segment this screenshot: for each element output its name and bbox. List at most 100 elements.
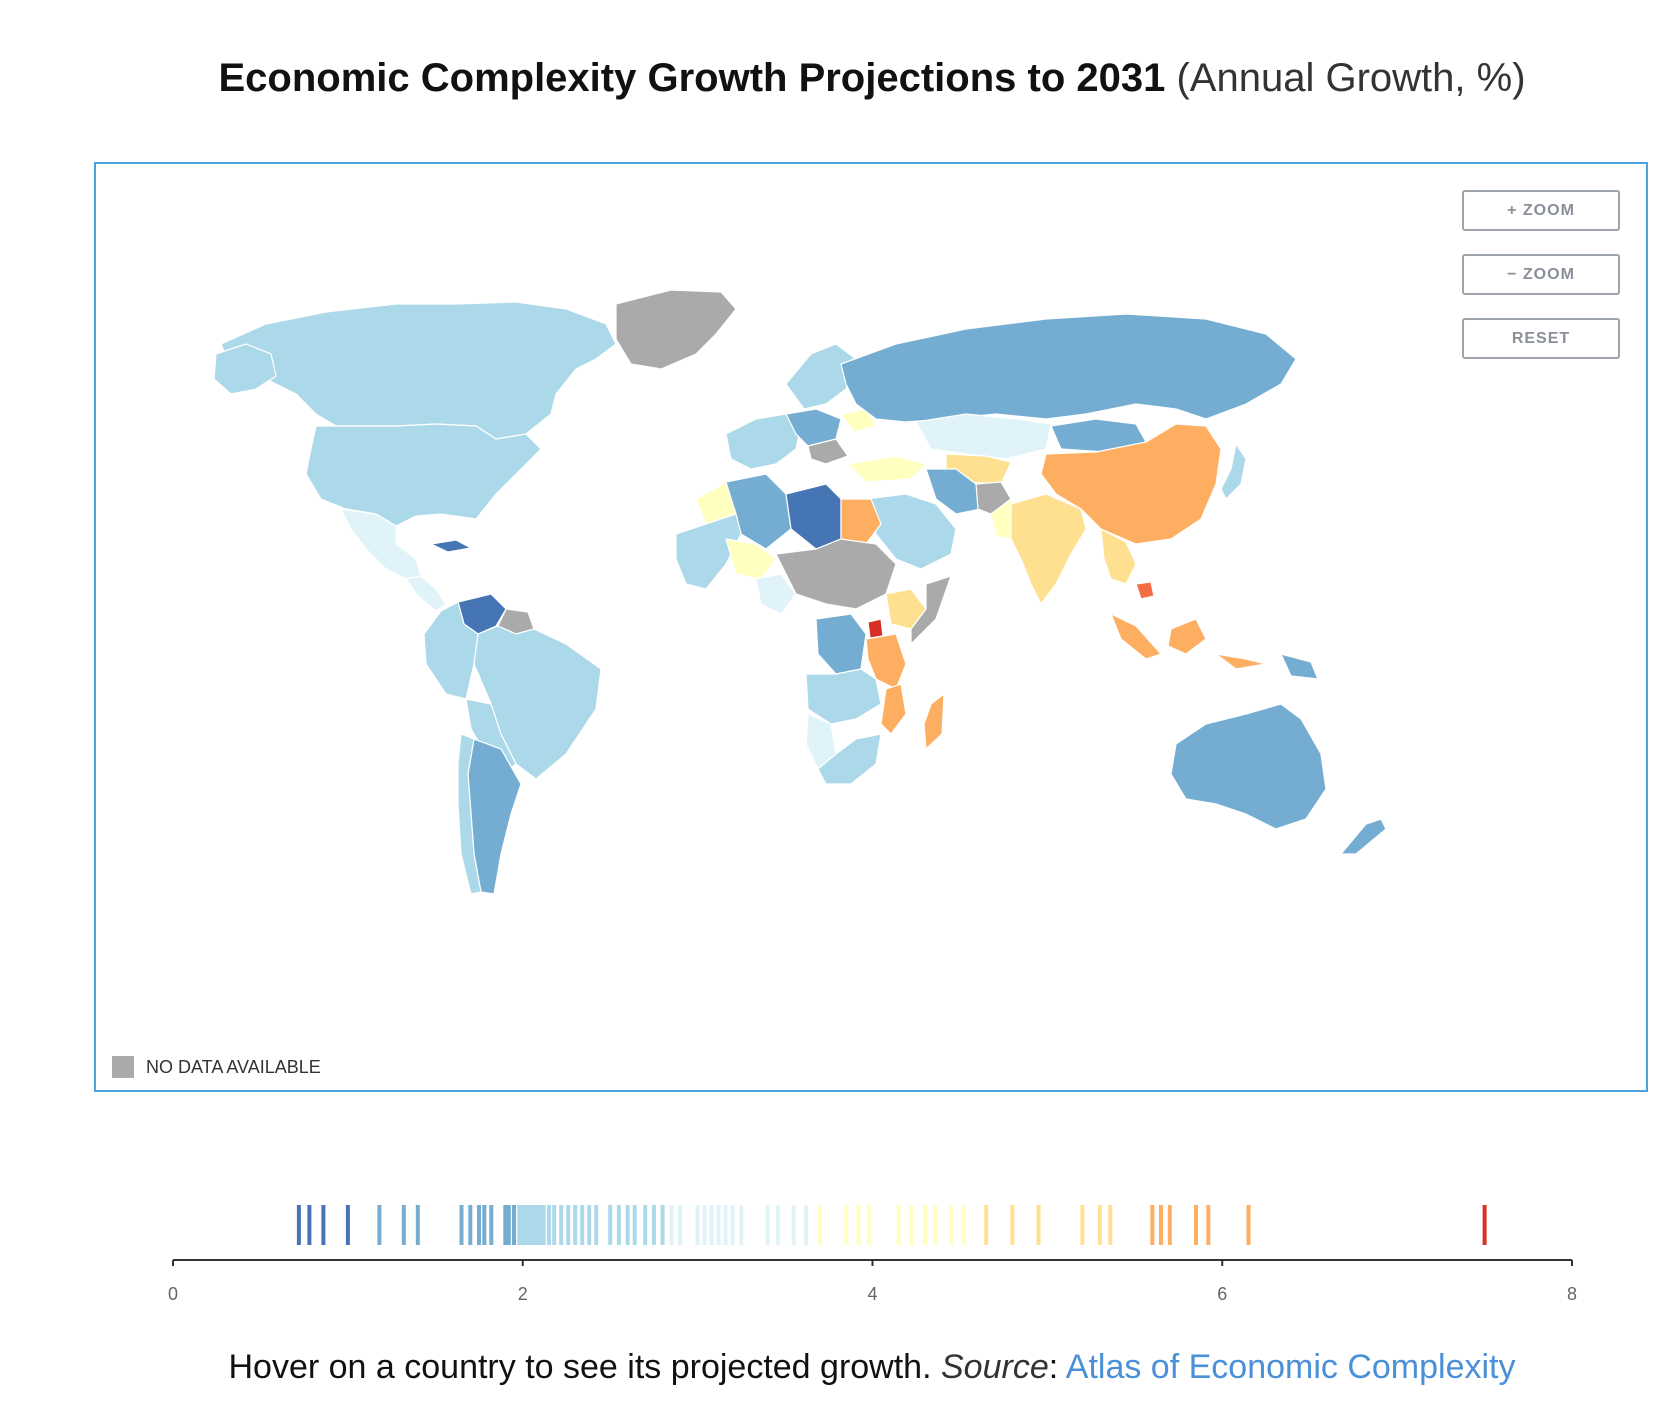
- country-western-europe[interactable]: [725, 413, 802, 470]
- legend-bar: [818, 1205, 822, 1245]
- legend-bar: [730, 1205, 735, 1245]
- legend-bar: [804, 1205, 808, 1245]
- country-japan[interactable]: [1220, 442, 1247, 501]
- country-china[interactable]: [1040, 423, 1222, 545]
- country-cuba[interactable]: [428, 539, 473, 553]
- legend-bar: [477, 1205, 481, 1245]
- country-cambodia[interactable]: [1135, 581, 1155, 600]
- legend-bar: [534, 1205, 539, 1245]
- country-horn-somalia[interactable]: [910, 575, 952, 646]
- country-south-africa[interactable]: [817, 733, 882, 785]
- country-libya[interactable]: [785, 483, 842, 550]
- footer-text: Hover on a country to see its projected …: [228, 1348, 923, 1386]
- country-indonesia[interactable]: [1109, 612, 1267, 670]
- legend-bar: [660, 1205, 665, 1245]
- reset-button[interactable]: RESET: [1462, 318, 1620, 359]
- country-central-america[interactable]: [404, 575, 447, 612]
- growth-legend: 0 2 4 6 8: [168, 1205, 1577, 1304]
- country-drc[interactable]: [815, 613, 867, 675]
- legend-bar: [632, 1205, 637, 1245]
- legend-tick-label: 2: [518, 1284, 528, 1304]
- legend-bar: [512, 1205, 516, 1245]
- country-balkans[interactable]: [807, 438, 849, 465]
- country-angola-zambia[interactable]: [805, 668, 882, 725]
- zoom-in-button[interactable]: + ZOOM: [1462, 190, 1620, 231]
- legend-bar: [1246, 1205, 1251, 1245]
- country-myanmar-thailand[interactable]: [1100, 527, 1137, 585]
- legend-bar: [678, 1205, 683, 1245]
- legend-bar: [709, 1205, 714, 1245]
- legend-bar: [345, 1205, 350, 1245]
- legend-bar: [531, 1205, 536, 1245]
- legend-bar: [296, 1205, 301, 1245]
- zoom-out-button[interactable]: − ZOOM: [1462, 254, 1620, 295]
- country-greenland[interactable]: [615, 289, 737, 370]
- country-chile[interactable]: [457, 733, 482, 895]
- country-russia[interactable]: [840, 313, 1297, 423]
- legend-bar: [643, 1205, 648, 1245]
- chart-title: Economic Complexity Growth Projections t…: [0, 56, 1678, 101]
- world-map[interactable]: [96, 164, 1648, 1092]
- legend-bar: [695, 1205, 700, 1245]
- country-papua[interactable]: [1279, 653, 1319, 680]
- country-australia[interactable]: [1170, 703, 1327, 830]
- country-west-africa[interactable]: [675, 513, 742, 590]
- legend-bar: [909, 1205, 913, 1245]
- legend-bar: [739, 1205, 744, 1245]
- legend-bar: [716, 1205, 721, 1245]
- legend-bar: [1036, 1205, 1041, 1245]
- legend-bar: [587, 1205, 592, 1245]
- legend-tick-label: 6: [1217, 1284, 1227, 1304]
- country-new-zealand[interactable]: [1339, 818, 1387, 855]
- legend-bar: [559, 1205, 564, 1245]
- legend-tick-label: 4: [867, 1284, 877, 1304]
- legend-bar: [1080, 1205, 1085, 1245]
- country-usa[interactable]: [305, 423, 542, 527]
- legend-bar: [468, 1205, 473, 1245]
- country-arabia[interactable]: [865, 493, 957, 570]
- country-canada[interactable]: [220, 301, 617, 440]
- legend-bar: [1097, 1205, 1102, 1245]
- country-chad-sudan[interactable]: [775, 538, 897, 610]
- source-link[interactable]: Atlas of Economic Complexity: [1065, 1348, 1516, 1386]
- legend-bar: [896, 1205, 901, 1245]
- country-ukraine[interactable]: [839, 408, 877, 433]
- legend-bar: [377, 1205, 382, 1245]
- legend-bar: [1159, 1205, 1163, 1245]
- no-data-legend: NO DATA AVAILABLE: [112, 1056, 321, 1078]
- legend-bar: [616, 1205, 621, 1245]
- legend-bar: [1167, 1205, 1172, 1245]
- legend-tick-label: 0: [168, 1284, 178, 1304]
- country-uganda[interactable]: [867, 618, 884, 639]
- country-alaska[interactable]: [213, 343, 277, 395]
- country-nigeria[interactable]: [755, 573, 797, 615]
- legend-bar: [552, 1205, 557, 1245]
- country-turkey[interactable]: [846, 455, 928, 483]
- legend-bar: [307, 1205, 312, 1245]
- legend-bar: [489, 1205, 494, 1245]
- legend-bar: [651, 1205, 656, 1245]
- country-madagascar[interactable]: [923, 692, 945, 751]
- legend-bar: [984, 1205, 989, 1245]
- legend-bar: [933, 1205, 938, 1245]
- country-kazakhstan[interactable]: [915, 413, 1052, 460]
- legend-bar: [669, 1205, 674, 1245]
- legend-bar: [625, 1205, 630, 1245]
- legend-bar: [867, 1205, 871, 1245]
- title-main: Economic Complexity Growth Projections t…: [218, 56, 1166, 100]
- legend-bar: [702, 1205, 707, 1245]
- legend-bar: [321, 1205, 326, 1245]
- country-mali-niger[interactable]: [725, 538, 777, 580]
- legend-tick-label: 8: [1567, 1284, 1577, 1304]
- legend-bars: [296, 1205, 1487, 1245]
- country-colombia-peru[interactable]: [423, 601, 479, 700]
- legend-bar: [580, 1205, 585, 1245]
- legend-bar: [608, 1205, 613, 1245]
- legend-bar: [415, 1205, 420, 1245]
- map-frame[interactable]: + ZOOM − ZOOM RESET NO DATA AVAILABLE: [94, 162, 1648, 1092]
- legend-bar: [949, 1205, 954, 1245]
- country-mozambique[interactable]: [880, 683, 907, 735]
- country-india[interactable]: [1010, 493, 1087, 606]
- legend-bar: [961, 1205, 966, 1245]
- country-egypt[interactable]: [840, 498, 882, 545]
